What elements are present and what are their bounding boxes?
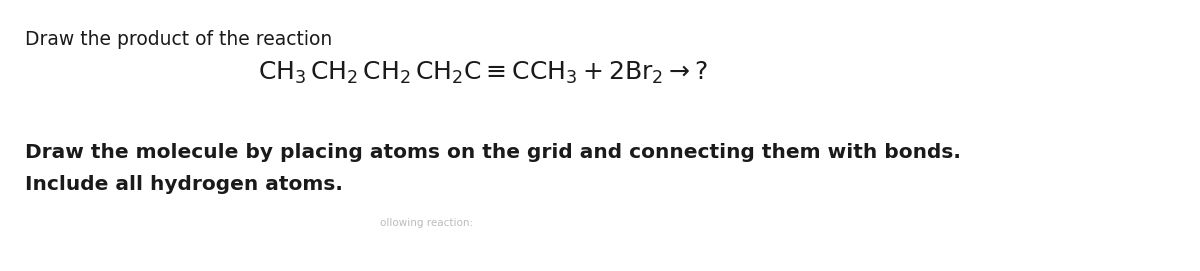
Text: $\mathrm{CH_3\,CH_2\,CH_2\,CH_2C{\equiv}CCH_3 + 2Br_2{\rightarrow}?}$: $\mathrm{CH_3\,CH_2\,CH_2\,CH_2C{\equiv}… bbox=[258, 60, 708, 86]
Text: Draw the product of the reaction: Draw the product of the reaction bbox=[25, 30, 332, 49]
Text: Draw the molecule by placing atoms on the grid and connecting them with bonds.: Draw the molecule by placing atoms on th… bbox=[25, 143, 961, 162]
Text: ollowing reaction:: ollowing reaction: bbox=[380, 218, 473, 228]
Text: Include all hydrogen atoms.: Include all hydrogen atoms. bbox=[25, 175, 343, 194]
